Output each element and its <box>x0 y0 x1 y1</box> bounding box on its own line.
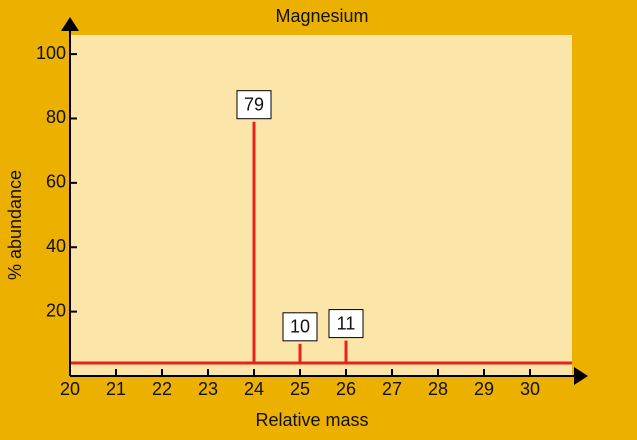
y-tick-label: 80 <box>46 107 66 127</box>
y-axis-label: % abundance <box>5 170 25 280</box>
x-tick-label: 25 <box>290 379 310 399</box>
value-label: 10 <box>290 317 310 337</box>
value-label-box <box>328 309 364 339</box>
x-tick-label: 27 <box>382 379 402 399</box>
x-tick-label: 28 <box>428 379 448 399</box>
x-tick-label: 24 <box>244 379 264 399</box>
value-label-box <box>236 90 272 120</box>
y-tick-label: 20 <box>46 300 66 320</box>
y-tick-label: 40 <box>46 236 66 256</box>
y-tick-label: 100 <box>36 43 66 63</box>
x-tick-label: 26 <box>336 379 356 399</box>
y-tick-label: 60 <box>46 172 66 192</box>
x-tick-label: 30 <box>520 379 540 399</box>
x-tick-label: 29 <box>474 379 494 399</box>
x-axis-label: Relative mass <box>255 410 368 430</box>
x-tick-label: 21 <box>106 379 126 399</box>
plot-area <box>70 35 572 375</box>
value-label-box <box>282 312 318 342</box>
value-label: 79 <box>244 94 264 114</box>
chart-title: Magnesium <box>275 6 368 26</box>
x-axis-arrow <box>574 367 588 385</box>
y-axis-arrow <box>61 17 79 31</box>
x-tick-label: 20 <box>60 379 80 399</box>
value-label: 11 <box>337 313 356 333</box>
x-tick-label: 23 <box>198 379 218 399</box>
x-tick-label: 22 <box>152 379 172 399</box>
